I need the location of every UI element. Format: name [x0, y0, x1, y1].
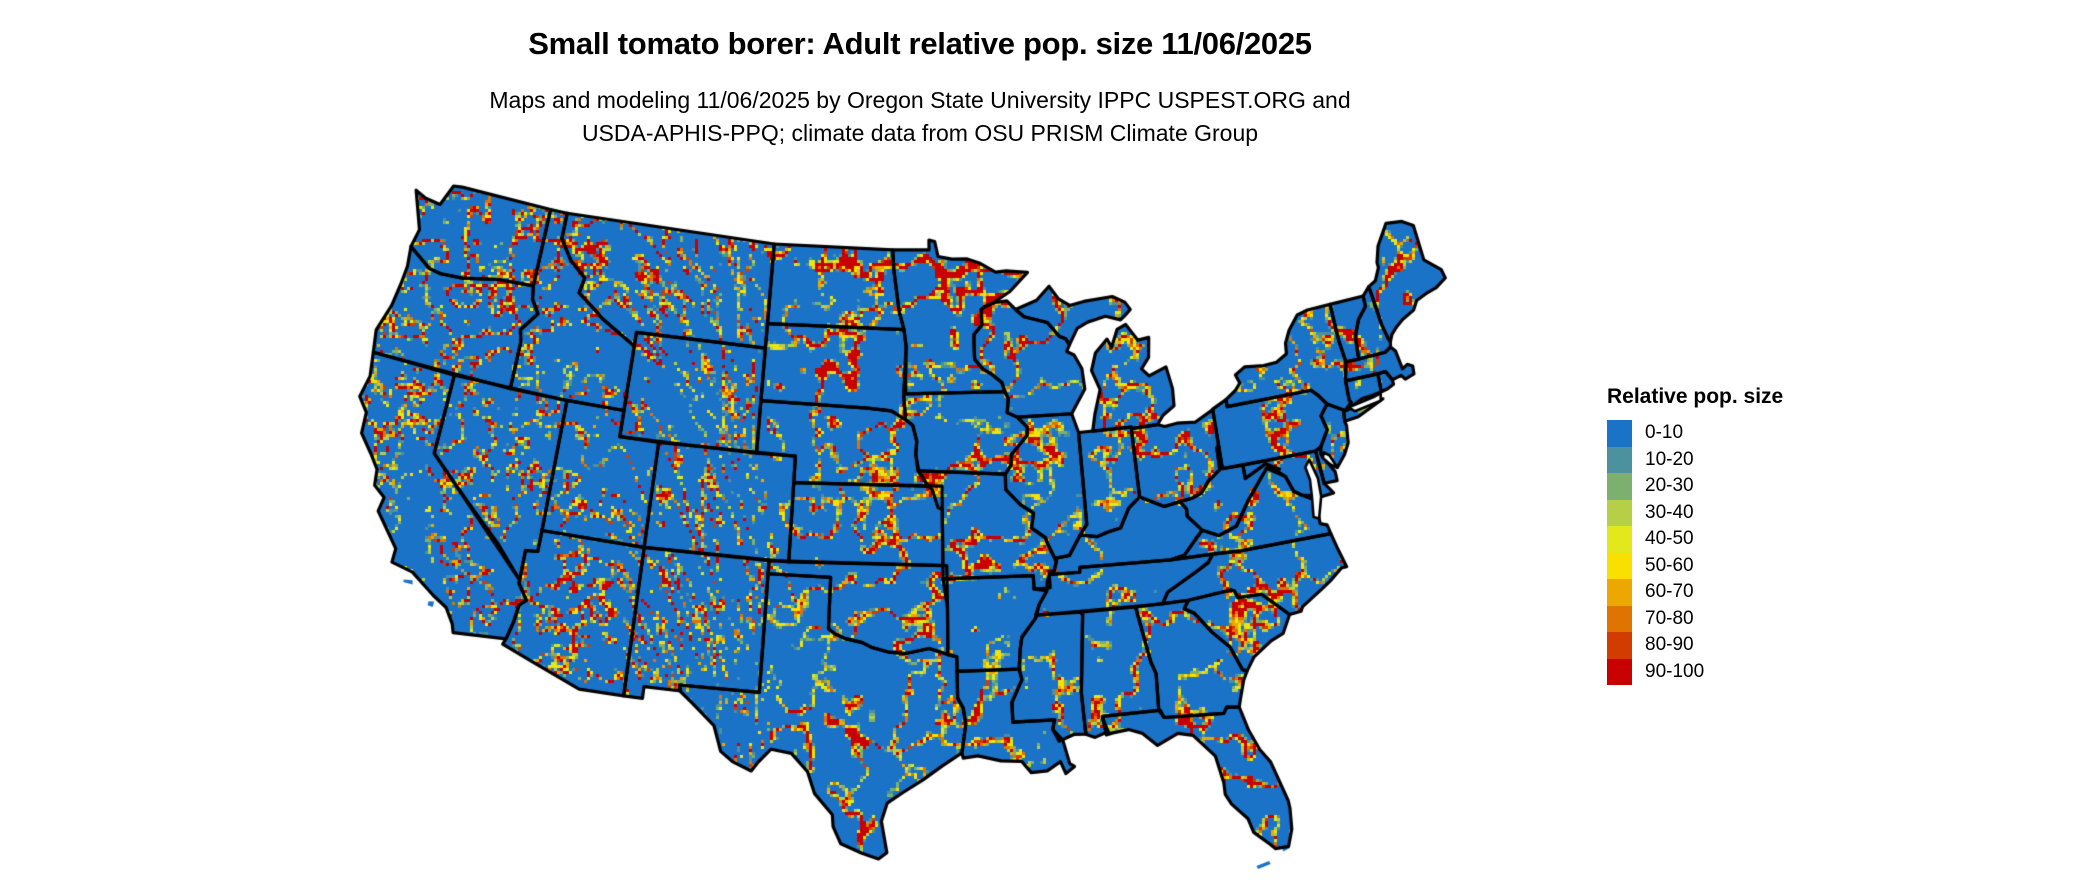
legend-swatch	[1607, 499, 1632, 526]
legend-title: Relative pop. size	[1607, 385, 1784, 408]
page-title: Small tomato borer: Adult relative pop. …	[528, 26, 1312, 61]
legend-label: 70-80	[1645, 607, 1694, 629]
legend-label: 60-70	[1645, 581, 1694, 603]
legend-swatch	[1607, 526, 1632, 553]
legend: Relative pop. size 0-10 10-20 20-30 30-40 40…	[1607, 385, 1783, 685]
legend-label: 50-60	[1645, 554, 1694, 576]
legend-label: 80-90	[1645, 634, 1694, 656]
legend-item: 10-20	[1607, 446, 1783, 473]
legend-label: 10-20	[1645, 448, 1694, 470]
legend-label: 30-40	[1645, 501, 1694, 523]
subtitle: Maps and modeling 11/06/2025 by Oregon S…	[0, 84, 1840, 150]
legend-item: 60-70	[1607, 579, 1783, 606]
legend-label: 20-30	[1645, 475, 1694, 497]
legend-item: 80-90	[1607, 632, 1783, 659]
legend-items: 0-10 10-20 20-30 30-40 40-50 50-60 60-70 70-80 8…	[1607, 420, 1783, 685]
legend-item: 20-30	[1607, 473, 1783, 500]
legend-label: 0-10	[1645, 422, 1684, 444]
legend-item: 30-40	[1607, 499, 1783, 526]
legend-swatch	[1607, 552, 1632, 579]
legend-swatch	[1607, 632, 1632, 659]
legend-swatch	[1607, 579, 1632, 606]
subtitle-line-2: USDA-APHIS-PPQ; climate data from OSU PR…	[581, 120, 1259, 146]
legend-swatch	[1607, 473, 1632, 500]
legend-item: 0-10	[1607, 420, 1783, 447]
legend-label: 90-100	[1645, 660, 1705, 682]
legend-item: 70-80	[1607, 605, 1783, 632]
legend-swatch	[1607, 420, 1632, 447]
legend-swatch	[1607, 446, 1632, 473]
legend-item: 50-60	[1607, 552, 1783, 579]
subtitle-line-1: Maps and modeling 11/06/2025 by Oregon S…	[489, 87, 1351, 113]
legend-label: 40-50	[1645, 528, 1694, 550]
legend-swatch	[1607, 605, 1632, 632]
legend-item: 90-100	[1607, 658, 1783, 685]
legend-swatch	[1607, 658, 1632, 685]
legend-item: 40-50	[1607, 526, 1783, 553]
